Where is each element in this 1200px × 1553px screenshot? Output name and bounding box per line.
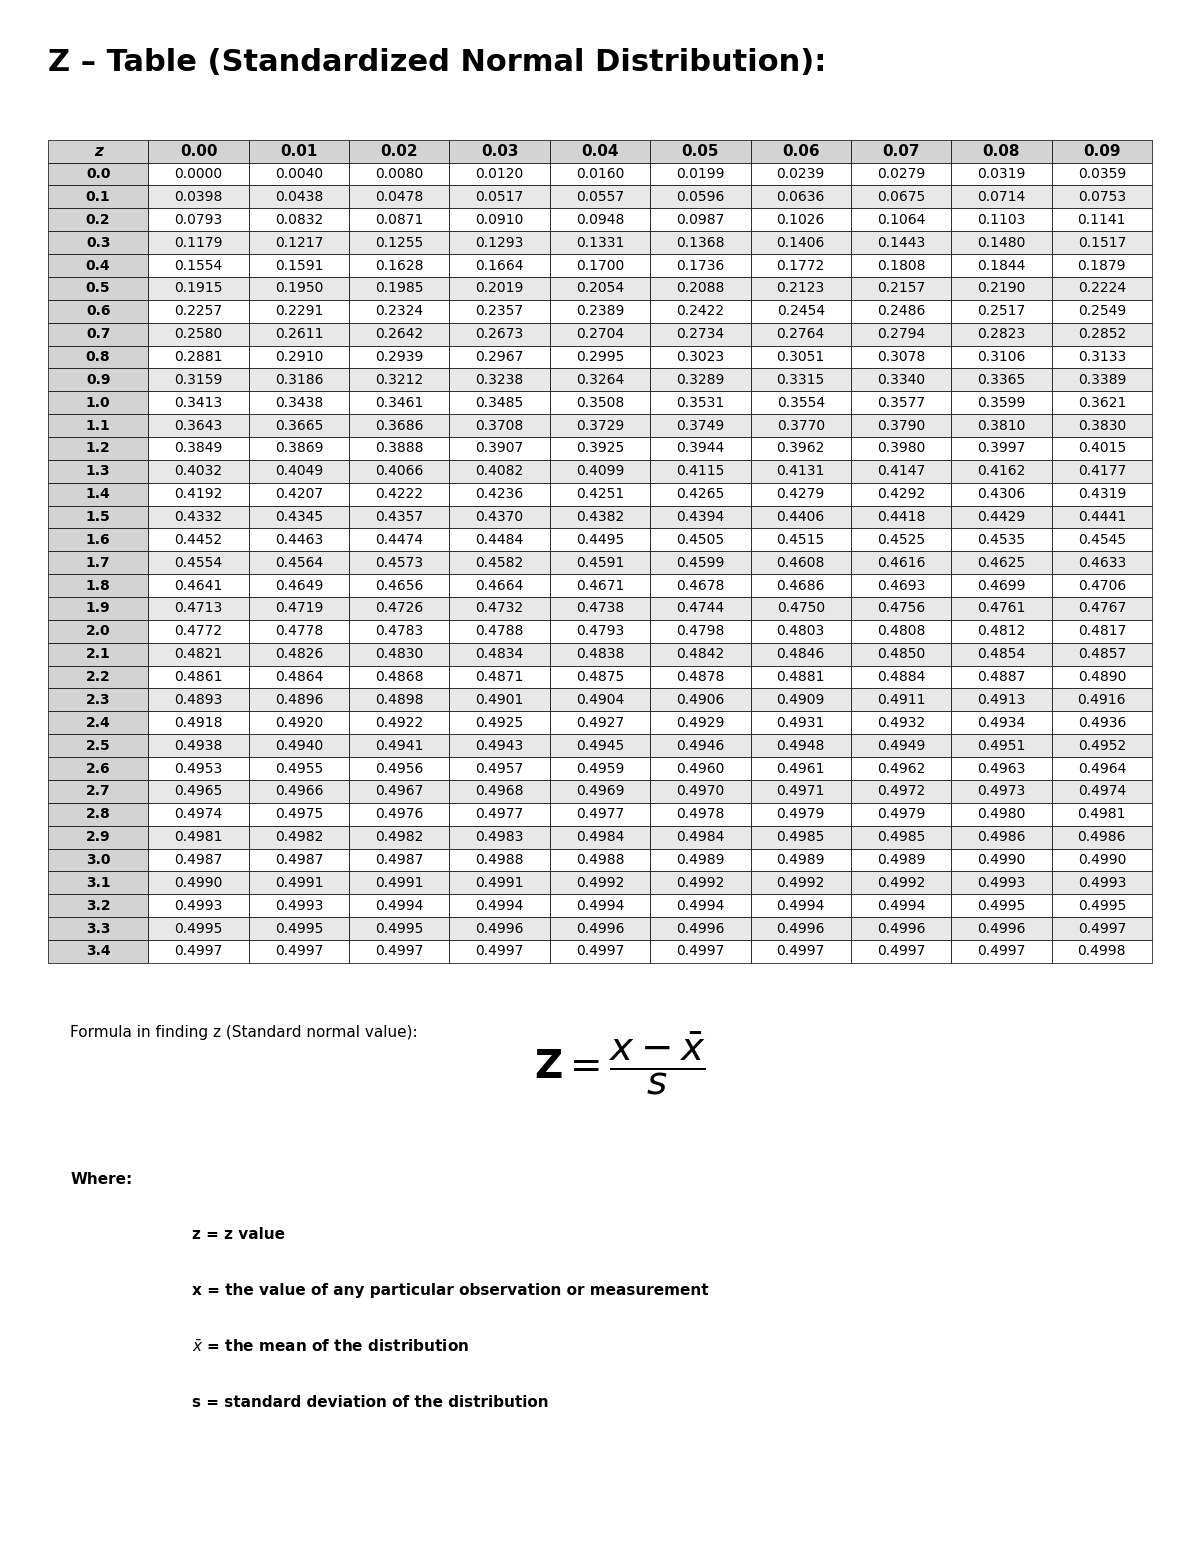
Text: s = standard deviation of the distribution: s = standard deviation of the distributi…: [192, 1395, 548, 1410]
Text: $\mathbf{Z} = \dfrac{x - \bar{x}}{s}$: $\mathbf{Z} = \dfrac{x - \bar{x}}{s}$: [534, 1030, 706, 1098]
Text: Where:: Where:: [70, 1171, 132, 1186]
Text: z = z value: z = z value: [192, 1227, 284, 1242]
Text: $\bar{x}$ = the mean of the distribution: $\bar{x}$ = the mean of the distribution: [192, 1339, 469, 1356]
Text: x = the value of any particular observation or measurement: x = the value of any particular observat…: [192, 1283, 708, 1298]
Text: Formula in finding z (Standard normal value):: Formula in finding z (Standard normal va…: [70, 1025, 418, 1041]
Text: Z – Table (Standardized Normal Distribution):: Z – Table (Standardized Normal Distribut…: [48, 48, 827, 76]
